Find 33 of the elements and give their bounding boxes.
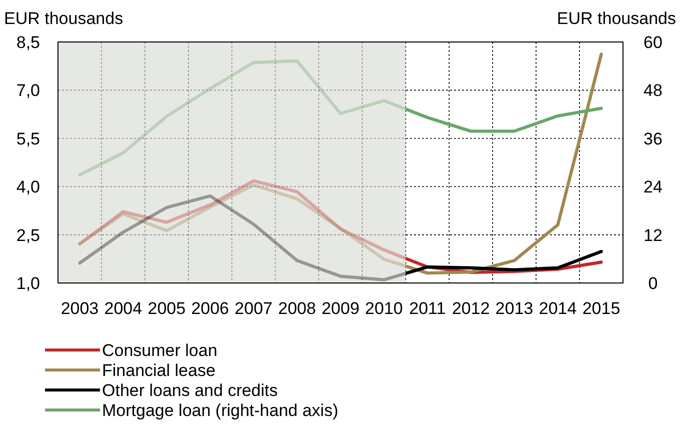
- y2-tick-label: 24: [644, 178, 662, 197]
- x-tick-label: 2006: [191, 298, 230, 318]
- x-tick-label: 2008: [278, 298, 316, 318]
- legend-label: Mortgage loan (right-hand axis): [102, 400, 338, 420]
- y-tick-label: 1,0: [16, 274, 40, 293]
- y-axis-title: EUR thousands: [4, 9, 124, 28]
- line-series: [78, 59, 603, 177]
- line-series: [78, 52, 603, 275]
- y-tick-label: 5,5: [16, 129, 40, 148]
- x-tick-label: 2015: [582, 298, 620, 318]
- x-tick-label: 2011: [409, 298, 446, 318]
- y2-tick-label: 0: [648, 274, 658, 293]
- x-tick-label: 2013: [495, 298, 534, 318]
- legend-label: Financial lease: [102, 360, 216, 380]
- y-tick-label: 2,5: [16, 226, 40, 245]
- y2-tick-label: 60: [644, 32, 662, 52]
- x-tick-label: 2003: [60, 298, 99, 318]
- y2-axis-title: EUR thousands: [556, 9, 676, 28]
- x-tick-label: 2005: [148, 298, 186, 318]
- x-tick-label: 2014: [538, 298, 577, 318]
- y-tick-label: 7,0: [16, 81, 40, 100]
- x-tick-label: 2004: [104, 298, 142, 318]
- y2-tick-label: 12: [644, 226, 662, 245]
- x-tick-label: 2010: [365, 298, 403, 318]
- y2-tick-label: 36: [644, 129, 662, 148]
- y2-tick-label: 48: [644, 81, 662, 100]
- y-tick-label: 8,5: [16, 32, 40, 52]
- x-tick-label: 2012: [452, 298, 490, 318]
- legend-label: Consumer loan: [102, 340, 218, 360]
- legend-label: Other loans and credits: [102, 380, 278, 400]
- y-tick-label: 4,0: [16, 178, 40, 197]
- x-tick-label: 2007: [234, 298, 272, 318]
- x-tick-label: 2009: [322, 298, 360, 318]
